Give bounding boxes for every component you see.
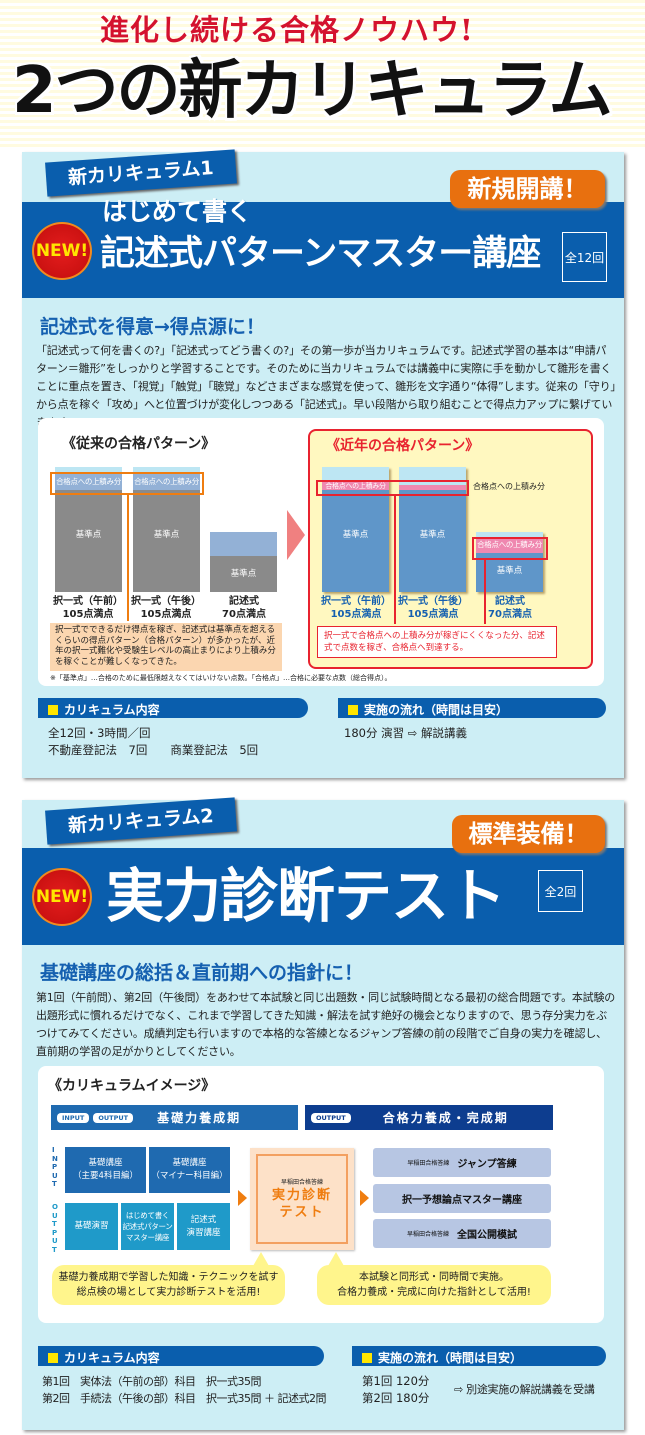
output-box: 基礎演習 [65,1203,118,1250]
square-icon [48,1353,58,1363]
brand-label: 早稲田合格答練 [280,1178,323,1186]
next-course-box: 早稲田合格答練 全国公開模試 [373,1219,551,1248]
extra-highlight [472,537,548,560]
new-course-badge: 新規開講！ [450,170,605,208]
content-list: 第1回 実体法（午前の部）科目 択一式35問 第2回 手続法（午後の部）科目 択一… [42,1375,327,1405]
arrow-right-icon [360,1190,369,1206]
col-label: 択一式（午後） 105点満点 [131,596,201,620]
content-list: 全12回・3時間／回 不動産登記法 7回 商業登記法 5回 [48,726,259,757]
col-label: 記述式 70点満点 [488,596,532,620]
callout-left: 基礎力養成期で学習した知識・テクニックを試す 総点検の場として実力診断テストを活… [52,1265,285,1305]
square-icon [362,1353,372,1363]
arrow-line [484,560,486,624]
old-bar-1: 合格点への上積み分 基準点 [55,467,122,592]
flow-text: ⇨ 別途実施の解説講義を受講 [454,1383,595,1396]
footnote: ※「基準点」…合格のために最低限越えなくてはいけない点数。「合格点」…合格に必要… [50,674,392,682]
description: 第1回（午前問）、第2回（午後問）をあわせて本試験と同じ出題数・同じ試験時間とな… [36,991,616,1058]
hero-subtitle: 進化し続ける合格ノウハウ! [100,13,474,47]
extra-segment: 合格点への上積み分 [133,474,200,490]
flow-header: 実施の流れ（時間は目安） [352,1346,606,1366]
flow-header: 実施の流れ（時間は目安） [338,698,606,718]
old-bar-2: 合格点への上積み分 基準点 [133,467,200,592]
base-segment: 基準点 [55,490,122,592]
base-segment: 基準点 [322,490,389,592]
content-header: カリキュラム内容 [38,1346,324,1366]
session-count: 全2回 [538,870,583,912]
section-heading: 記述式を得意→得点源に！ [40,316,265,338]
extra-label: 合格点への上積み分 [473,482,545,491]
base-segment: 基準点 [399,490,466,592]
next-course-box: 早稲田合格答練 ジャンプ答練 [373,1148,551,1177]
input-box: 基礎講座 （マイナー科目編） [149,1147,230,1193]
square-icon [48,705,58,715]
new-bar-2: 基準点 [399,467,466,592]
base-segment: 基準点 [133,490,200,592]
new-pattern-title: 《近年の合格パターン》 [326,438,480,454]
course-ribbon: 新カリキュラム1 [45,149,237,197]
center-test-box: 早稲田合格答練 実力診断 テスト [250,1148,354,1250]
arrow-line [394,496,396,624]
input-label: INPUT [52,1146,58,1188]
center-title: 実力診断 テスト [271,1187,332,1220]
extra-highlight [50,472,204,495]
callout-pointer [328,1252,344,1266]
old-note: 択一式でできるだけ得点を稼ぎ、記述式は基準点を超えるくらいの得点パターン（合格パ… [50,623,282,671]
session-count: 全12回 [562,232,607,282]
hero-banner [0,0,645,150]
flow-text: 180分 演習 ⇨ 解説講義 [344,726,468,740]
flow-times: 第1回 120分 第2回 180分 [362,1374,430,1405]
col-label: 記述式 70点満点 [222,596,266,620]
next-course-box: 択一予想論点マスター講座 [373,1184,551,1213]
output-box: 記述式 演習講座 [177,1203,230,1250]
new-bar-1: 合格点への上積み分 基準点 [322,467,389,592]
course1-card: 新カリキュラム1 新規開講！ NEW! はじめて書く 記述式パターンマスター講座… [22,149,624,778]
base-segment: 基準点 [210,556,277,592]
arrow-line [127,495,129,621]
arrow-right-icon [238,1190,247,1206]
extra-segment: 合格点への上積み分 [322,482,389,490]
output-box: はじめて書く 記述式パターン マスター講座 [121,1203,174,1250]
pattern-diagram: 《従来の合格パターン》 合格点への上積み分 基準点 合格点への上積み分 基準点 … [38,418,604,686]
callout-right: 本試験と同形式・同時間で実施。 合格力養成・完成に向けた指針として活用! [317,1265,551,1305]
content-header: カリキュラム内容 [38,698,308,718]
square-icon [348,705,358,715]
col-label: 択一式（午後） 105点満点 [398,596,468,620]
output-label: OUTPUT [52,1203,58,1254]
old-pattern-title: 《従来の合格パターン》 [62,436,216,452]
phase-advanced: OUTPUT 合格力養成・完成期 [305,1105,553,1130]
callout-pointer [253,1252,269,1266]
col-label: 択一式（午前） 105点満点 [321,596,391,620]
title-band [22,202,624,298]
arrow-right-icon [287,510,305,560]
input-box: 基礎講座 （主要4科目編） [65,1147,146,1193]
col-label: 択一式（午前） 105点満点 [53,596,123,620]
hero-title: 2つの新カリキュラム [12,54,613,128]
course-title: 記述式パターンマスター講座 [100,234,541,274]
new-badge: NEW! [32,222,92,280]
extra-segment: 合格点への上積み分 [476,537,543,553]
course-title: 実力診断テスト [106,862,506,930]
standard-badge: 標準装備！ [452,815,605,853]
course-pretitle: はじめて書く [102,197,253,226]
phase-basic: INPUT OUTPUT 基礎力養成期 [51,1105,298,1130]
course-ribbon: 新カリキュラム2 [45,797,237,845]
extra-highlight [316,480,469,496]
diagram-title: 《カリキュラムイメージ》 [48,1078,216,1094]
old-bar-3: 基準点 [210,532,277,592]
course2-card: 新カリキュラム2 標準装備！ NEW! 実力診断テスト 全2回 基礎講座の総括＆… [22,797,624,1430]
section-heading: 基礎講座の総括＆直前期への指針に！ [40,962,364,984]
curriculum-diagram: 《カリキュラムイメージ》 INPUT OUTPUT 基礎力養成期 OUTPUT … [38,1066,604,1323]
title-band [22,848,624,945]
new-badge: NEW! [32,868,92,926]
extra-segment: 合格点への上積み分 [55,474,122,490]
new-note: 択一式で合格点への上積み分が稼ぎにくくなった分、記述式で点数を稼ぎ、合格点へ到達… [317,626,557,658]
